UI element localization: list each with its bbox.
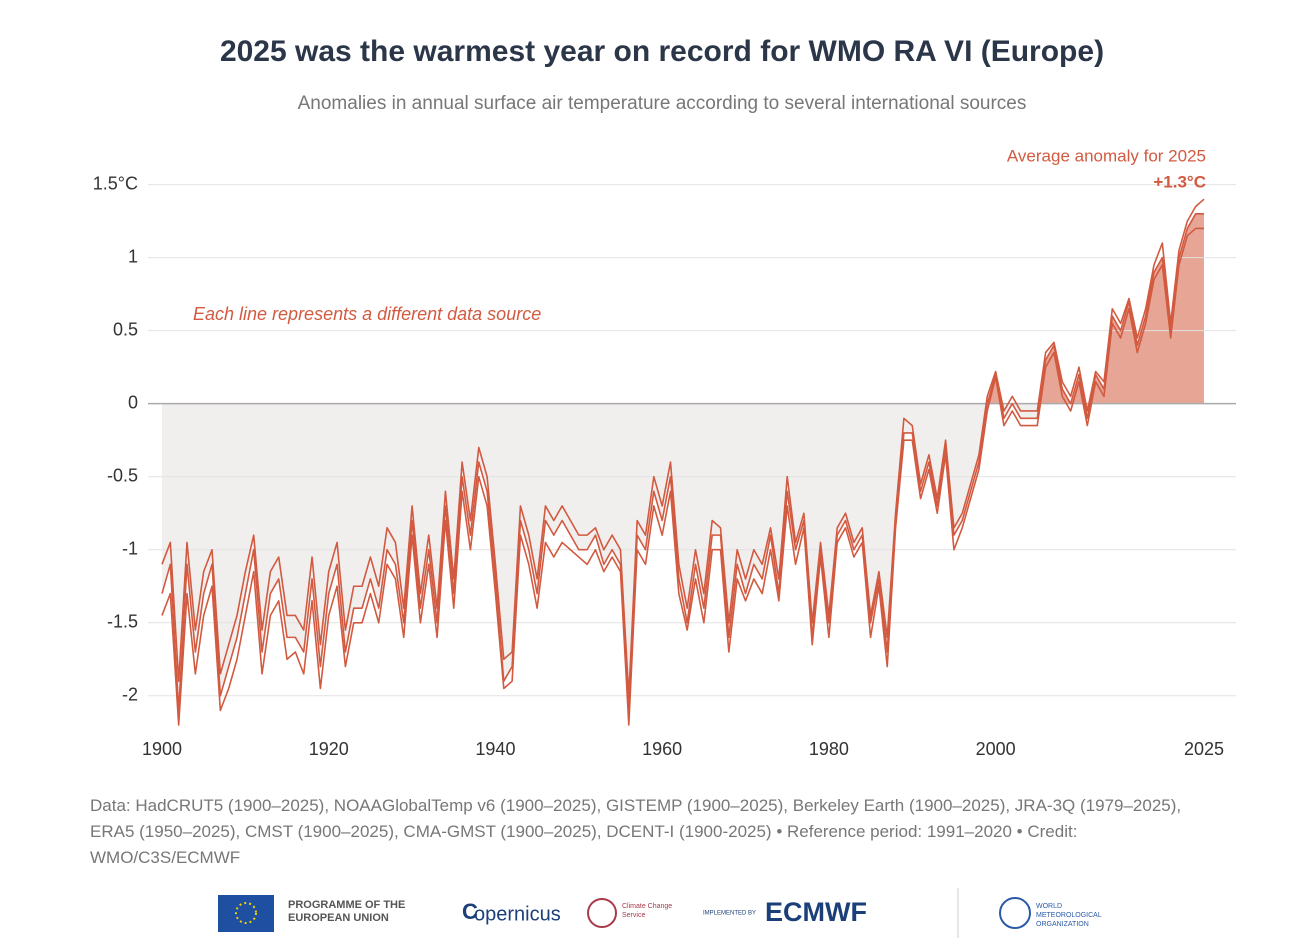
x-tick-label: 1960 bbox=[642, 739, 682, 759]
y-tick-label: -1.5 bbox=[107, 612, 138, 632]
c3s-icon bbox=[587, 898, 617, 928]
c3s-text: Climate Change Service bbox=[622, 903, 673, 919]
y-tick-label: 1 bbox=[128, 246, 138, 266]
highlight-label: Average anomaly for 2025 bbox=[1007, 146, 1206, 165]
y-tick-label: -0.5 bbox=[107, 465, 138, 485]
eu-text-box: PROGRAMME OF THE EUROPEAN UNION bbox=[288, 899, 406, 924]
source-note: Data: HadCRUT5 (1900–2025), NOAAGlobalTe… bbox=[90, 796, 1182, 867]
series-line bbox=[161, 198, 1205, 697]
x-tick-label: 1900 bbox=[142, 739, 182, 759]
y-tick-label: 1.5°C bbox=[93, 173, 138, 193]
y-tick-label: 0 bbox=[128, 392, 138, 412]
wmo-text: WORLD METEOROLOGICAL ORGANIZATION bbox=[1036, 903, 1102, 928]
implemented-text: IMPLEMENTED BY bbox=[703, 911, 756, 917]
chart-subtitle: Anomalies in annual surface air temperat… bbox=[298, 93, 1027, 114]
copernicus-text: opernicus bbox=[474, 903, 561, 925]
x-tick-label: 1980 bbox=[809, 739, 849, 759]
x-tick-label: 2025 bbox=[1184, 739, 1224, 759]
y-tick-label: -2 bbox=[122, 685, 138, 705]
series-line bbox=[161, 227, 1204, 726]
x-tick-label: 1940 bbox=[475, 739, 515, 759]
logos: PROGRAMME OF THE EUROPEAN UNION C operni… bbox=[218, 888, 1102, 938]
annotation: Each line represents a different data so… bbox=[193, 304, 541, 324]
x-tick-label: 1920 bbox=[309, 739, 349, 759]
highlight-value: +1.3°C bbox=[1153, 172, 1206, 191]
ecmwf-text: ECMWF bbox=[765, 897, 867, 927]
c3s-text-box: Climate Change Service bbox=[622, 903, 673, 919]
area-negative bbox=[162, 404, 1091, 711]
y-tick-label: -1 bbox=[122, 538, 138, 558]
copernicus-c: C bbox=[462, 899, 478, 924]
wmo-icon bbox=[999, 897, 1031, 929]
x-tick-label: 2000 bbox=[976, 739, 1016, 759]
chart-title: 2025 was the warmest year on record for … bbox=[220, 35, 1104, 68]
series-line bbox=[161, 213, 1204, 712]
eu-text: PROGRAMME OF THE EUROPEAN UNION bbox=[288, 899, 406, 924]
eu-stars bbox=[235, 902, 257, 924]
area-positive bbox=[162, 213, 1204, 404]
wmo-text-box: WORLD METEOROLOGICAL ORGANIZATION bbox=[1036, 903, 1102, 928]
y-tick-label: 0.5 bbox=[113, 319, 138, 339]
eu-flag bbox=[218, 895, 274, 932]
